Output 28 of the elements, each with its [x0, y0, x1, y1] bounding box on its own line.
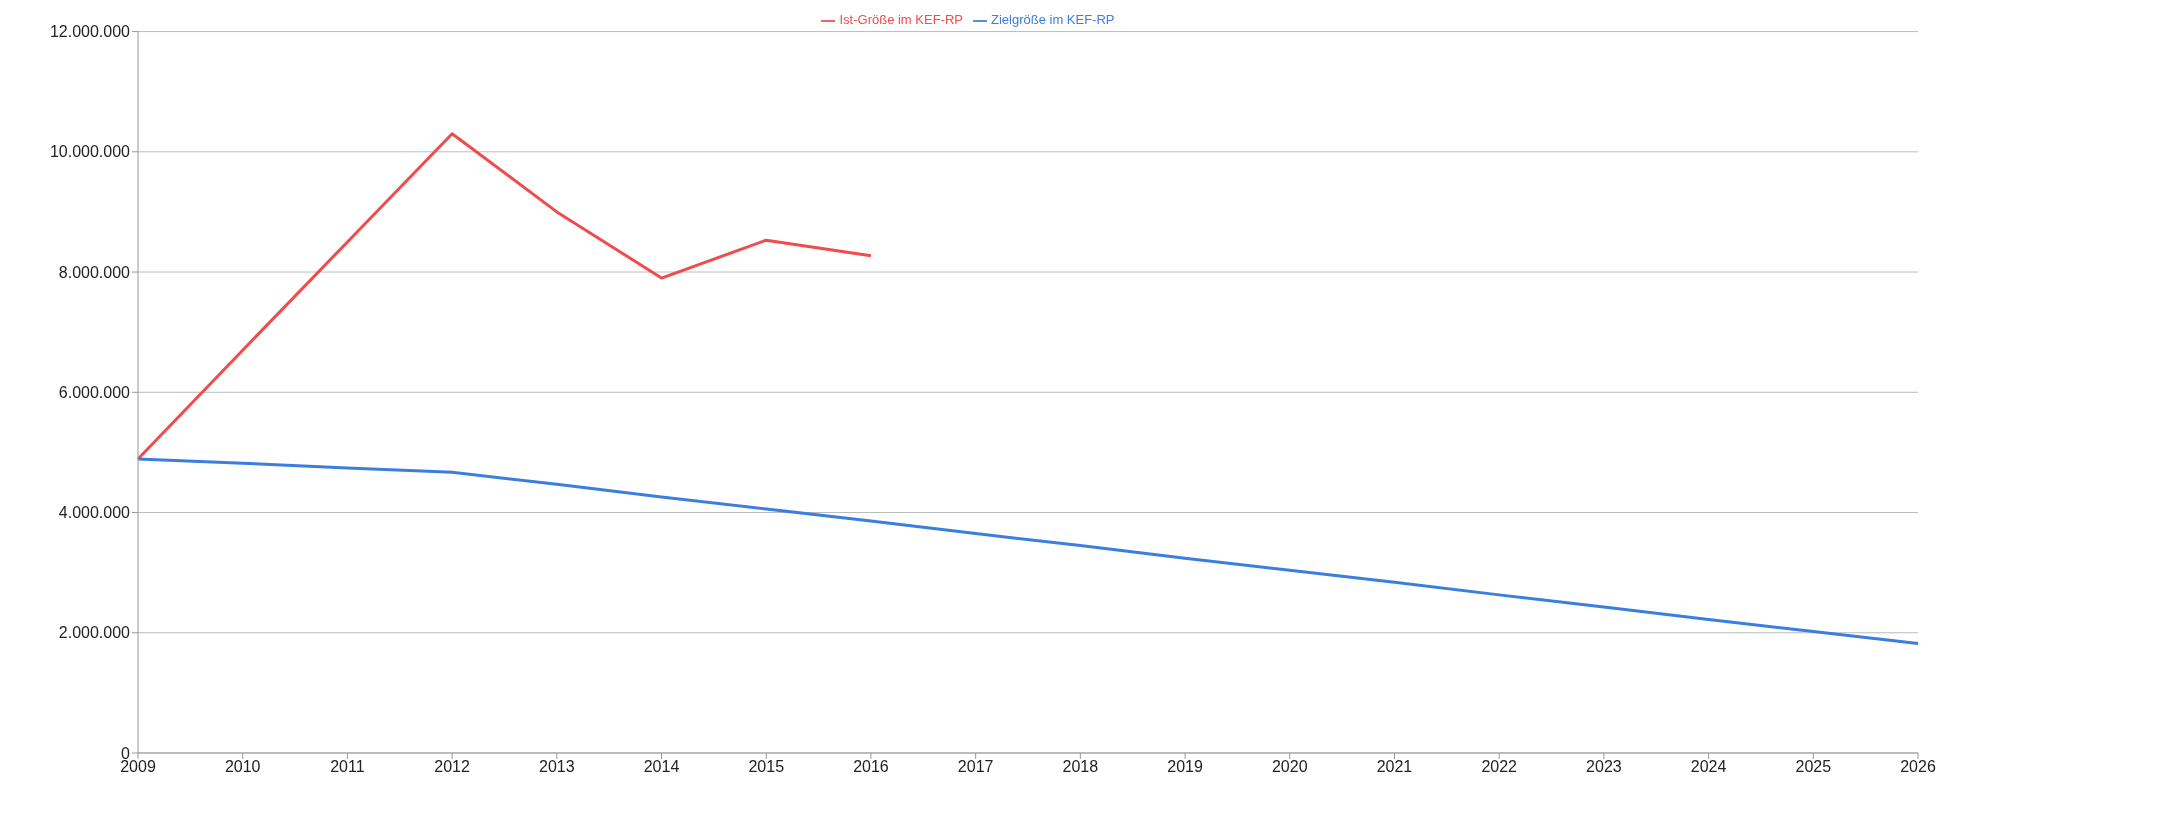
x-tick-label: 2010	[224, 758, 261, 776]
line-series	[136, 457, 1920, 646]
y-tick-label: 4.000.000	[58, 504, 131, 522]
x-tick-label: 2014	[643, 758, 680, 776]
legend-label: Ist-Größe im KEF-RP	[839, 12, 963, 27]
y-tick-label: 6.000.000	[58, 383, 131, 401]
x-tick-label: 2022	[1481, 758, 1518, 776]
line-series	[136, 132, 873, 461]
x-tick-label: 2025	[1795, 758, 1832, 776]
y-tick-label: 10.000.000	[49, 143, 131, 161]
x-tick-label: 2017	[957, 758, 994, 776]
legend-label: Zielgröße im KEF-RP	[990, 12, 1115, 27]
x-tick-label: 2011	[330, 758, 365, 776]
x-tick-label: 2021	[1376, 758, 1413, 776]
x-tick-label: 2020	[1271, 758, 1308, 776]
x-tick-label: 2016	[853, 758, 889, 776]
y-tick-label: 2.000.000	[58, 624, 131, 642]
y-tick-label: 12.000.000	[49, 23, 131, 41]
x-tick-label: 2009	[120, 758, 156, 776]
y-tick-label: 8.000.000	[58, 263, 131, 281]
x-tick-label: 2018	[1062, 758, 1099, 776]
x-tick-label: 2019	[1167, 758, 1203, 776]
x-tick-label: 2026	[1900, 758, 1936, 776]
x-tick-label: 2023	[1586, 758, 1622, 776]
x-tick-label: 2015	[748, 758, 785, 776]
x-tick-label: 2012	[434, 758, 471, 776]
x-tick-label: 2024	[1690, 758, 1727, 776]
x-tick-label: 2013	[539, 758, 575, 776]
